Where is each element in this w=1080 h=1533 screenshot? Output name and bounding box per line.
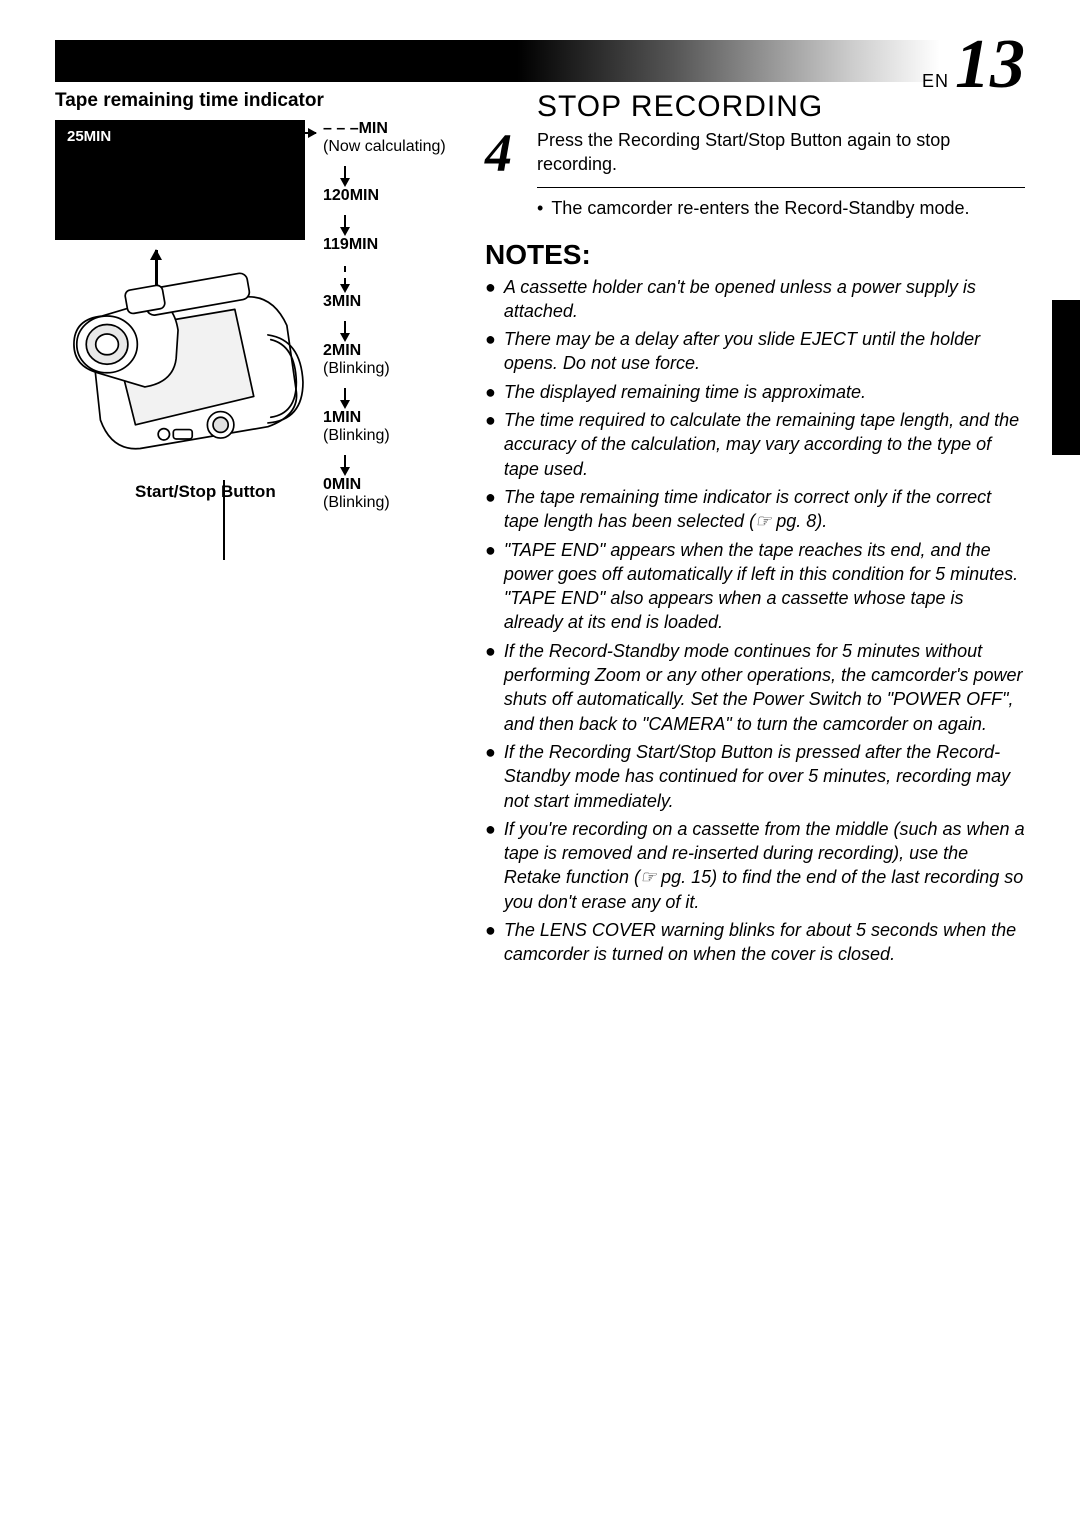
- note-text: A cassette holder can't be opened unless…: [504, 275, 1025, 324]
- page-content: EN 13 Tape remaining time indicator 25MI…: [55, 40, 1025, 971]
- bullet-icon: ●: [485, 740, 496, 813]
- arrow-down-icon: [340, 400, 350, 409]
- time-sequence: – – –MIN (Now calculating) 120MIN 119MIN…: [323, 120, 473, 514]
- arrow-down-icon: [340, 333, 350, 342]
- bullet-icon: ●: [485, 485, 496, 534]
- note-item: ● The displayed remaining time is approxi…: [485, 380, 1025, 404]
- note-item: ●"TAPE END" appears when the tape reache…: [485, 538, 1025, 635]
- step-sub-bullet: • The camcorder re-enters the Record-Sta…: [537, 196, 1025, 220]
- bullet-icon: ●: [485, 817, 496, 914]
- seq-label: 1MIN: [323, 409, 361, 426]
- seq-label: 2MIN: [323, 342, 361, 359]
- note-item: ●The time required to calculate the rema…: [485, 408, 1025, 481]
- bullet-icon: ●: [485, 380, 496, 404]
- notes-heading: NOTES:: [485, 239, 1025, 271]
- step-row: 4 Press the Recording Start/Stop Button …: [485, 128, 1025, 179]
- note-text: If the Record-Standby mode continues for…: [504, 639, 1025, 736]
- bullet-icon: ●: [485, 918, 496, 967]
- seq-note: (Blinking): [323, 360, 390, 377]
- horizontal-arrow: [171, 132, 316, 134]
- notes-list: ●A cassette holder can't be opened unles…: [485, 275, 1025, 967]
- seq-label: 3MIN: [323, 293, 361, 310]
- arrow-down-icon: [340, 467, 350, 476]
- note-text: "TAPE END" appears when the tape reaches…: [504, 538, 1025, 635]
- header-black: [55, 40, 495, 82]
- note-item: ●If the Record-Standby mode continues fo…: [485, 639, 1025, 736]
- seq-label: 120MIN: [323, 187, 379, 204]
- bullet-icon: ●: [485, 408, 496, 481]
- tape-indicator-title: Tape remaining time indicator: [55, 90, 455, 112]
- step-sub-text: The camcorder re-enters the Record-Stand…: [551, 196, 969, 220]
- note-text: The time required to calculate the remai…: [504, 408, 1025, 481]
- left-column: Tape remaining time indicator 25MIN – – …: [55, 90, 455, 971]
- note-text: The tape remaining time indicator is cor…: [504, 485, 1025, 534]
- note-text: If the Recording Start/Stop Button is pr…: [504, 740, 1025, 813]
- note-item: ●There may be a delay after you slide EJ…: [485, 327, 1025, 376]
- bullet-icon: ●: [485, 275, 496, 324]
- note-text: The displayed remaining time is approxim…: [504, 380, 866, 404]
- page-number: EN 13: [922, 30, 1025, 100]
- lcd-value: 25MIN: [67, 128, 111, 145]
- header-bar: EN 13: [55, 40, 1025, 82]
- note-item: ●The LENS COVER warning blinks for about…: [485, 918, 1025, 967]
- side-tab: [1052, 300, 1080, 455]
- bullet-icon: ●: [485, 327, 496, 376]
- header-gradient: [495, 40, 940, 82]
- note-item: ●If the Recording Start/Stop Button is p…: [485, 740, 1025, 813]
- seq-note: (Now calculating): [323, 138, 446, 155]
- seq-note: (Blinking): [323, 427, 390, 444]
- seq-label: 0MIN: [323, 476, 361, 493]
- seq-label: – – –MIN: [323, 120, 388, 137]
- step-divider: [537, 187, 1025, 188]
- note-text: The LENS COVER warning blinks for about …: [504, 918, 1025, 967]
- arrow-down-dashed-icon: [340, 284, 350, 293]
- bullet-dot-icon: •: [537, 196, 543, 220]
- arrow-down-icon: [340, 227, 350, 236]
- note-item: ●If you're recording on a cassette from …: [485, 817, 1025, 914]
- seq-note: (Blinking): [323, 494, 390, 511]
- start-stop-label: Start/Stop Button: [135, 482, 276, 502]
- note-item: ●The tape remaining time indicator is co…: [485, 485, 1025, 534]
- lcd-display: 25MIN: [55, 120, 305, 240]
- diagram-area: 25MIN – – –MIN (Now calculating) 120MIN …: [55, 120, 455, 580]
- page-lang: EN: [922, 71, 949, 92]
- note-item: ●A cassette holder can't be opened unles…: [485, 275, 1025, 324]
- step-number: 4: [485, 128, 527, 179]
- page-num: 13: [955, 30, 1025, 100]
- note-text: If you're recording on a cassette from t…: [504, 817, 1025, 914]
- step-text: Press the Recording Start/Stop Button ag…: [537, 128, 1025, 177]
- arrow-down-icon: [340, 178, 350, 187]
- note-text: There may be a delay after you slide EJE…: [504, 327, 1025, 376]
- seq-label: 119MIN: [323, 236, 378, 253]
- right-column: STOP RECORDING 4 Press the Recording Sta…: [485, 90, 1025, 971]
- camcorder-illustration: [55, 245, 320, 472]
- bullet-icon: ●: [485, 538, 496, 635]
- bullet-icon: ●: [485, 639, 496, 736]
